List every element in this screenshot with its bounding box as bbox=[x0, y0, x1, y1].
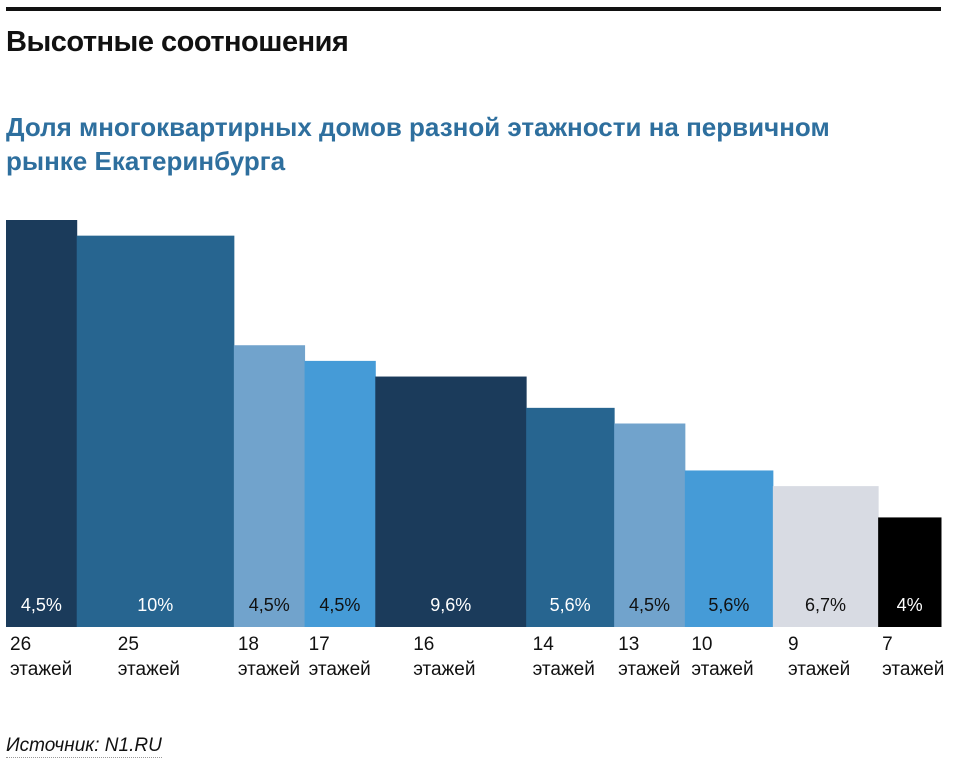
bar bbox=[684, 470, 774, 627]
category-label: 14 bbox=[533, 634, 555, 655]
bar bbox=[772, 486, 879, 627]
category-unit-label: этажей bbox=[309, 659, 371, 680]
bar bbox=[304, 360, 376, 627]
chart-title: Доля многоквартирных домов разной этажно… bbox=[6, 112, 830, 176]
value-label: 5,6% bbox=[708, 595, 749, 615]
value-label: 9,6% bbox=[430, 595, 471, 615]
value-label: 5,6% bbox=[550, 595, 591, 615]
bar bbox=[76, 235, 235, 627]
value-label: 6,7% bbox=[805, 595, 846, 615]
bar bbox=[375, 376, 527, 627]
bar bbox=[526, 407, 615, 627]
value-label: 4% bbox=[897, 595, 923, 615]
category-unit-label: этажей bbox=[691, 659, 753, 680]
category-label: 13 bbox=[618, 634, 639, 655]
category-label: 7 bbox=[882, 634, 893, 655]
value-label: 4,5% bbox=[21, 595, 62, 615]
bar bbox=[614, 423, 686, 627]
value-label: 4,5% bbox=[249, 595, 290, 615]
category-unit-label: этажей bbox=[788, 659, 850, 680]
chart: 4,5% 26 этажей 10% 25 этажей 4,5% 18 этажей 4,5% 1… bbox=[6, 220, 944, 680]
source-note: Источник: N1.RU bbox=[6, 735, 162, 758]
category-unit-label: этажей bbox=[10, 659, 72, 680]
bar bbox=[878, 517, 942, 627]
category-label: 16 bbox=[413, 634, 434, 655]
value-label: 4,5% bbox=[319, 595, 360, 615]
category-unit-label: этажей bbox=[238, 659, 300, 680]
category-unit-label: этажей bbox=[618, 659, 680, 680]
category-unit-label: этажей bbox=[413, 659, 475, 680]
bar bbox=[6, 220, 78, 627]
value-label: 4,5% bbox=[629, 595, 670, 615]
category-label: 10 bbox=[691, 634, 712, 655]
category-unit-label: этажей bbox=[533, 659, 595, 680]
value-label: 10% bbox=[137, 595, 173, 615]
category-label: 17 bbox=[309, 634, 330, 655]
category-label: 9 bbox=[788, 634, 799, 655]
category-unit-label: этажей bbox=[118, 659, 180, 680]
top-rule bbox=[6, 7, 941, 11]
category-label: 26 bbox=[10, 634, 31, 655]
category-label: 25 bbox=[118, 634, 139, 655]
category-label: 18 bbox=[238, 634, 259, 655]
category-unit-label: этажей bbox=[882, 659, 944, 680]
bar bbox=[233, 345, 306, 627]
page-title: Высотные соотношения bbox=[6, 26, 349, 58]
